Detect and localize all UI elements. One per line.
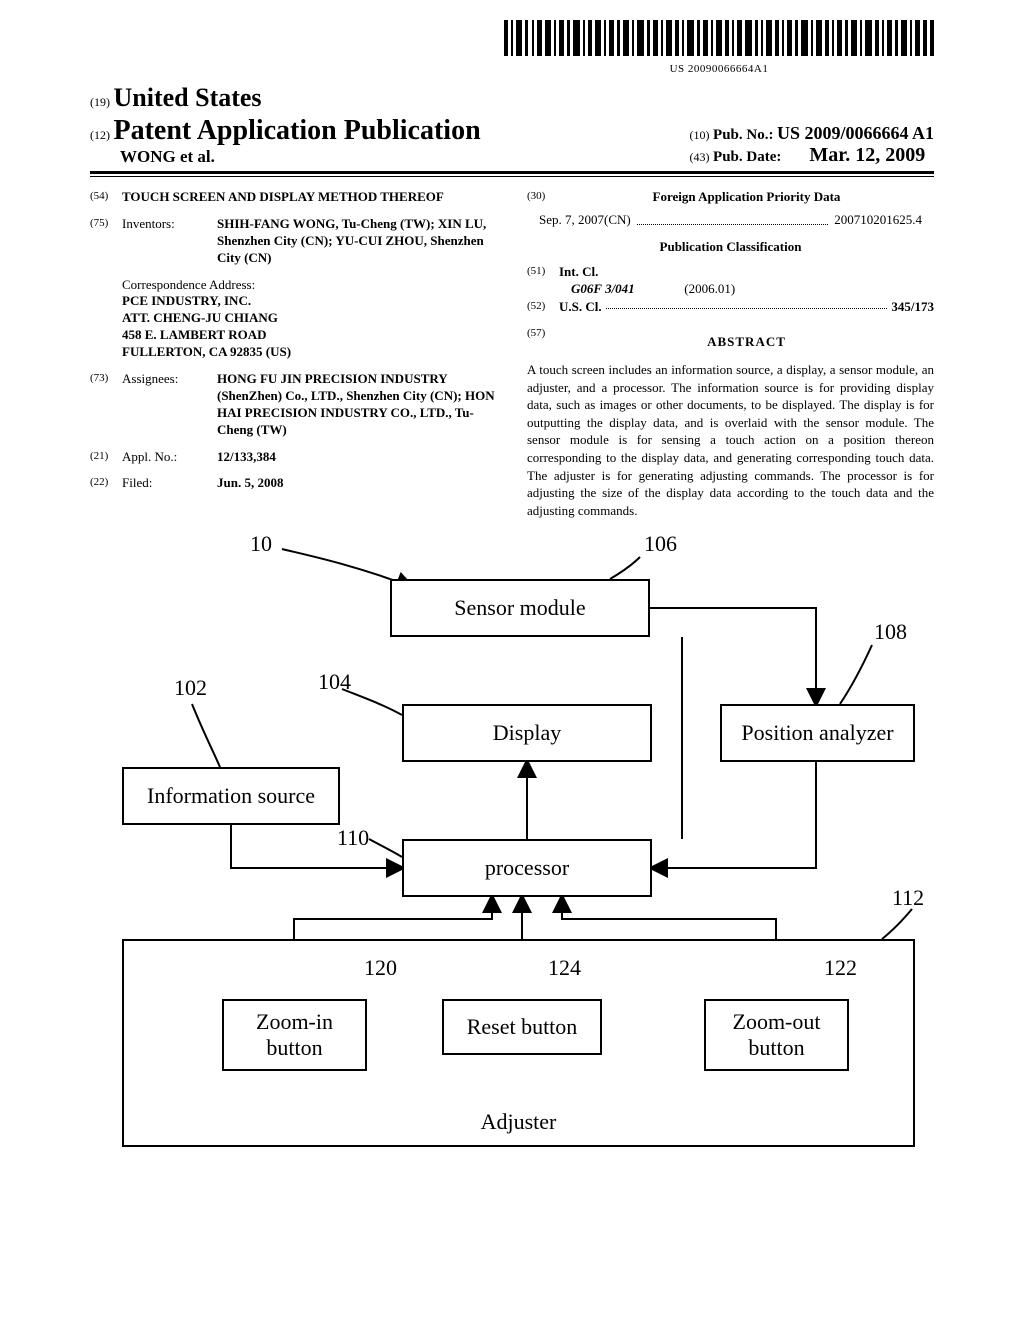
document-header: (19) United States (12) Patent Applicati… — [90, 83, 934, 167]
foreign-country: (CN) — [604, 212, 631, 229]
field-54-num: (54) — [90, 189, 122, 206]
ref-110: 110 — [337, 825, 369, 851]
header-rule-thin — [90, 176, 934, 177]
correspondence-l1: PCE INDUSTRY, INC. — [122, 293, 497, 310]
ref-10: 10 — [250, 531, 272, 557]
pub-classification-label: Publication Classification — [527, 239, 934, 256]
correspondence-l4: FULLERTON, CA 92835 (US) — [122, 344, 497, 361]
field-57: (57) ABSTRACT — [527, 326, 934, 359]
barcode-area: US 20090066664A1 — [90, 20, 934, 77]
applno-value: 12/133,384 — [217, 449, 497, 466]
ref-102: 102 — [174, 675, 207, 701]
biblio-right-column: (30) Foreign Application Priority Data S… — [527, 189, 934, 519]
header-rule-thick — [90, 171, 934, 174]
node-sensor-module: Sensor module — [390, 579, 650, 637]
field-30-num: (30) — [527, 189, 559, 206]
uscl-value: 345/173 — [891, 299, 934, 316]
barcode: US 20090066664A1 — [504, 20, 934, 75]
pub-date-label: Pub. Date: — [713, 149, 781, 165]
foreign-number: 200710201625.4 — [834, 212, 922, 229]
intcl-class: G06F 3/041 — [571, 281, 681, 298]
node-zoom-in-button: Zoom-in button — [222, 999, 367, 1071]
biblio-left-column: (54) TOUCH SCREEN AND DISPLAY METHOD THE… — [90, 189, 497, 519]
node-information-source: Information source — [122, 767, 340, 825]
field-10-num: (10) — [690, 128, 710, 142]
barcode-pubnum: US 20090066664A1 — [504, 63, 934, 75]
foreign-priority-row: Sep. 7, 2007 (CN) 200710201625.4 — [539, 212, 922, 229]
field-75-num: (75) — [90, 216, 122, 267]
node-position-analyzer: Position analyzer — [720, 704, 915, 762]
abstract-label: ABSTRACT — [559, 334, 934, 351]
field-22: (22) Filed: Jun. 5, 2008 — [90, 475, 497, 492]
field-21-num: (21) — [90, 449, 122, 466]
field-52-num: (52) — [527, 299, 559, 316]
field-19-num: (19) — [90, 95, 110, 109]
field-43-num: (43) — [690, 150, 710, 164]
field-73: (73) Assignees: HONG FU JIN PRECISION IN… — [90, 371, 497, 439]
field-21: (21) Appl. No.: 12/133,384 — [90, 449, 497, 466]
field-73-num: (73) — [90, 371, 122, 439]
ref-124: 124 — [548, 955, 581, 981]
field-57-num: (57) — [527, 326, 559, 359]
filed-value: Jun. 5, 2008 — [217, 475, 497, 492]
correspondence-l2: ATT. CHENG-JU CHIANG — [122, 310, 497, 327]
correspondence-address: Correspondence Address: PCE INDUSTRY, IN… — [122, 277, 497, 361]
assignees-label: Assignees: — [122, 371, 217, 439]
abstract-text: A touch screen includes an information s… — [527, 361, 934, 519]
inventors-value: SHIH-FANG WONG, Tu-Cheng (TW); XIN LU, S… — [217, 216, 497, 267]
correspondence-l3: 458 E. LAMBERT ROAD — [122, 327, 497, 344]
field-22-num: (22) — [90, 475, 122, 492]
block-diagram: Sensor module Display Position analyzer … — [92, 539, 932, 1179]
barcode-bars — [504, 20, 934, 56]
invention-title: TOUCH SCREEN AND DISPLAY METHOD THEREOF — [122, 189, 497, 206]
field-52: (52) U.S. Cl. 345/173 — [527, 299, 934, 316]
ref-120: 120 — [364, 955, 397, 981]
ref-112: 112 — [892, 885, 924, 911]
uscl-label: U.S. Cl. — [559, 299, 602, 316]
field-51: (51) Int. Cl. G06F 3/041 (2006.01) — [527, 264, 934, 298]
node-zoom-out-button: Zoom-out button — [704, 999, 849, 1071]
filed-label: Filed: — [122, 475, 217, 492]
pub-no-label: Pub. No.: — [713, 127, 773, 143]
ref-122: 122 — [824, 955, 857, 981]
correspondence-label: Correspondence Address: — [122, 277, 497, 294]
inventors-label: Inventors: — [122, 216, 217, 267]
authors-line: WONG et al. — [120, 147, 481, 167]
field-54: (54) TOUCH SCREEN AND DISPLAY METHOD THE… — [90, 189, 497, 206]
ref-108: 108 — [874, 619, 907, 645]
field-12-num: (12) — [90, 128, 110, 142]
assignees-value: HONG FU JIN PRECISION INDUSTRY (ShenZhen… — [217, 371, 497, 439]
foreign-priority-label: Foreign Application Priority Data — [559, 189, 934, 206]
field-51-num: (51) — [527, 264, 559, 298]
pub-no-value: US 2009/0066664 A1 — [777, 123, 934, 143]
biblio-section: (54) TOUCH SCREEN AND DISPLAY METHOD THE… — [90, 189, 934, 519]
publication-type: Patent Application Publication — [114, 115, 481, 146]
ref-106: 106 — [644, 531, 677, 557]
ref-104: 104 — [318, 669, 351, 695]
node-processor: processor — [402, 839, 652, 897]
applno-label: Appl. No.: — [122, 449, 217, 466]
country-name: United States — [114, 83, 262, 112]
pub-date-value: Mar. 12, 2009 — [809, 144, 925, 166]
node-reset-button: Reset button — [442, 999, 602, 1055]
intcl-label: Int. Cl. — [559, 264, 934, 281]
intcl-edition: (2006.01) — [684, 281, 735, 296]
field-75: (75) Inventors: SHIH-FANG WONG, Tu-Cheng… — [90, 216, 497, 267]
node-display: Display — [402, 704, 652, 762]
foreign-date: Sep. 7, 2007 — [539, 212, 604, 229]
field-30: (30) Foreign Application Priority Data — [527, 189, 934, 206]
